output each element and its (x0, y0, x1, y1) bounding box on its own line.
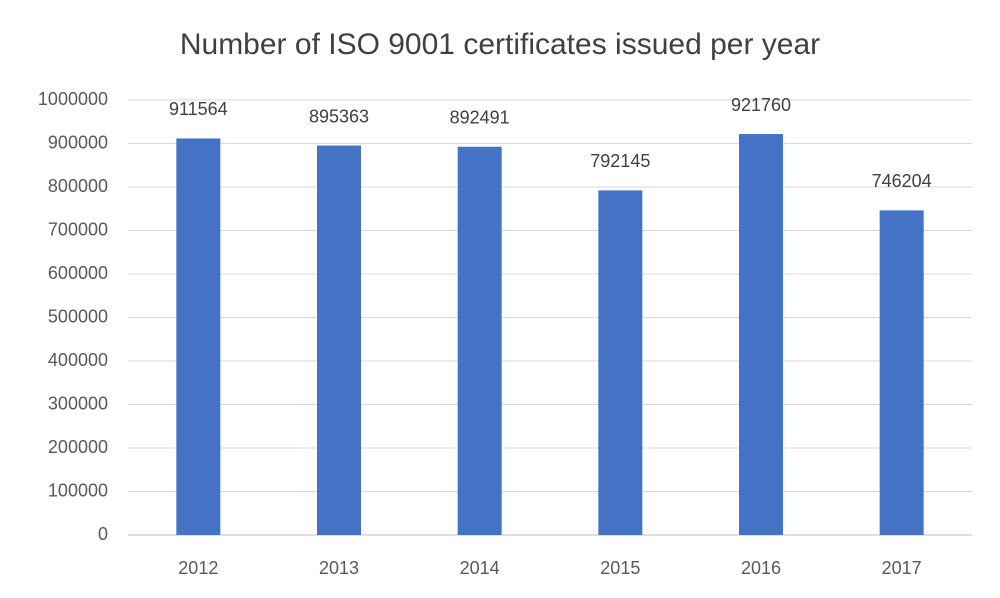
bar (176, 138, 221, 535)
data-label: 895363 (309, 106, 369, 126)
data-label: 911564 (169, 99, 228, 119)
data-label: 892491 (450, 108, 510, 128)
y-tick-label: 400000 (48, 350, 108, 370)
x-tick-label: 2013 (319, 558, 359, 578)
bar (317, 145, 361, 535)
y-tick-label: 600000 (48, 263, 108, 283)
y-tick-label: 300000 (48, 393, 108, 413)
x-tick-label: 2017 (882, 558, 922, 578)
x-tick-label: 2015 (600, 558, 640, 578)
data-label: 921760 (731, 95, 791, 115)
chart-title: Number of ISO 9001 certificates issued p… (180, 28, 820, 61)
y-tick-label: 800000 (48, 176, 108, 196)
bar (598, 190, 643, 535)
data-label: 746204 (872, 171, 932, 191)
x-tick-label: 2016 (741, 558, 781, 578)
bar (879, 210, 924, 536)
y-tick-label: 0 (98, 524, 108, 544)
y-tick-label: 900000 (48, 132, 108, 152)
bar (457, 146, 502, 535)
y-tick-label: 700000 (48, 219, 108, 239)
data-label: 792145 (590, 151, 650, 171)
x-tick-label: 2014 (460, 558, 500, 578)
y-tick-label: 500000 (48, 306, 108, 326)
y-tick-label: 200000 (48, 437, 108, 457)
bar (739, 134, 783, 535)
x-tick-label: 2012 (178, 558, 218, 578)
y-tick-label: 1000000 (38, 89, 108, 109)
y-tick-label: 100000 (48, 480, 108, 500)
